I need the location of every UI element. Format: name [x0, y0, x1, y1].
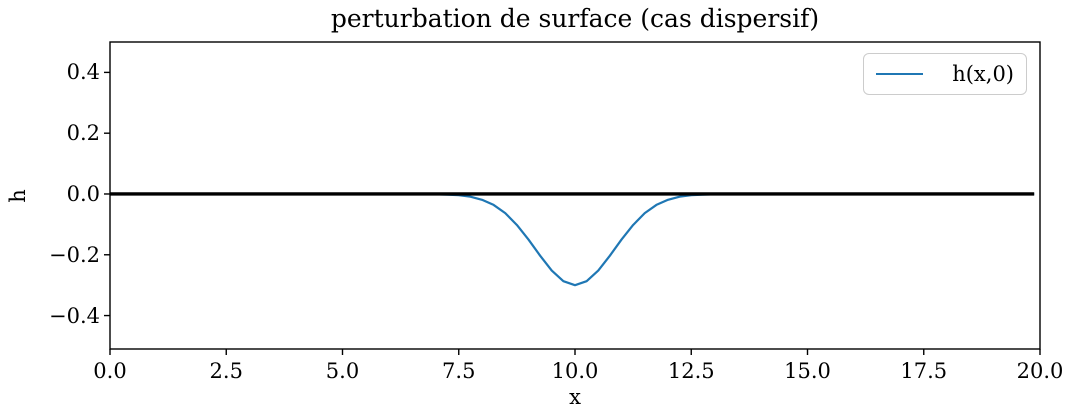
x-tick-label: 2.5 — [209, 359, 243, 383]
y-tick-label: 0.4 — [66, 60, 100, 85]
x-tick-label: 17.5 — [900, 359, 948, 383]
x-tick-label: 10.0 — [551, 359, 599, 383]
chart-title: perturbation de surface (cas dispersif) — [330, 4, 820, 33]
x-tick-label: 0.0 — [93, 359, 127, 383]
x-tick-label: 15.0 — [784, 359, 831, 383]
y-tick-label: −0.4 — [49, 303, 100, 328]
series-line-h-x-0- — [110, 192, 1035, 287]
y-tick-label: 0.0 — [66, 181, 100, 206]
legend-line-sample — [876, 72, 923, 76]
x-tick-label: 12.5 — [667, 359, 715, 383]
legend: h(x,0) — [863, 53, 1027, 95]
x-axis-label: x — [569, 385, 581, 409]
y-tick-label: −0.2 — [49, 242, 100, 267]
legend-label: h(x,0) — [952, 62, 1014, 86]
y-tick-label: 0.2 — [66, 121, 100, 146]
y-axis-label: h — [6, 189, 30, 203]
x-tick-label: 7.5 — [442, 359, 476, 383]
axes-spines — [109, 41, 1041, 350]
x-tick-label: 5.0 — [325, 359, 360, 383]
x-tick-label: 20.0 — [1016, 359, 1064, 383]
